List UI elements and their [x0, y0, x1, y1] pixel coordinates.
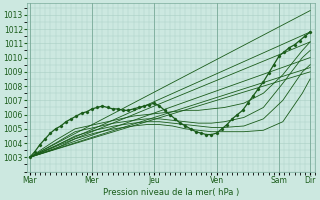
X-axis label: Pression niveau de la mer( hPa ): Pression niveau de la mer( hPa ): [103, 188, 239, 197]
